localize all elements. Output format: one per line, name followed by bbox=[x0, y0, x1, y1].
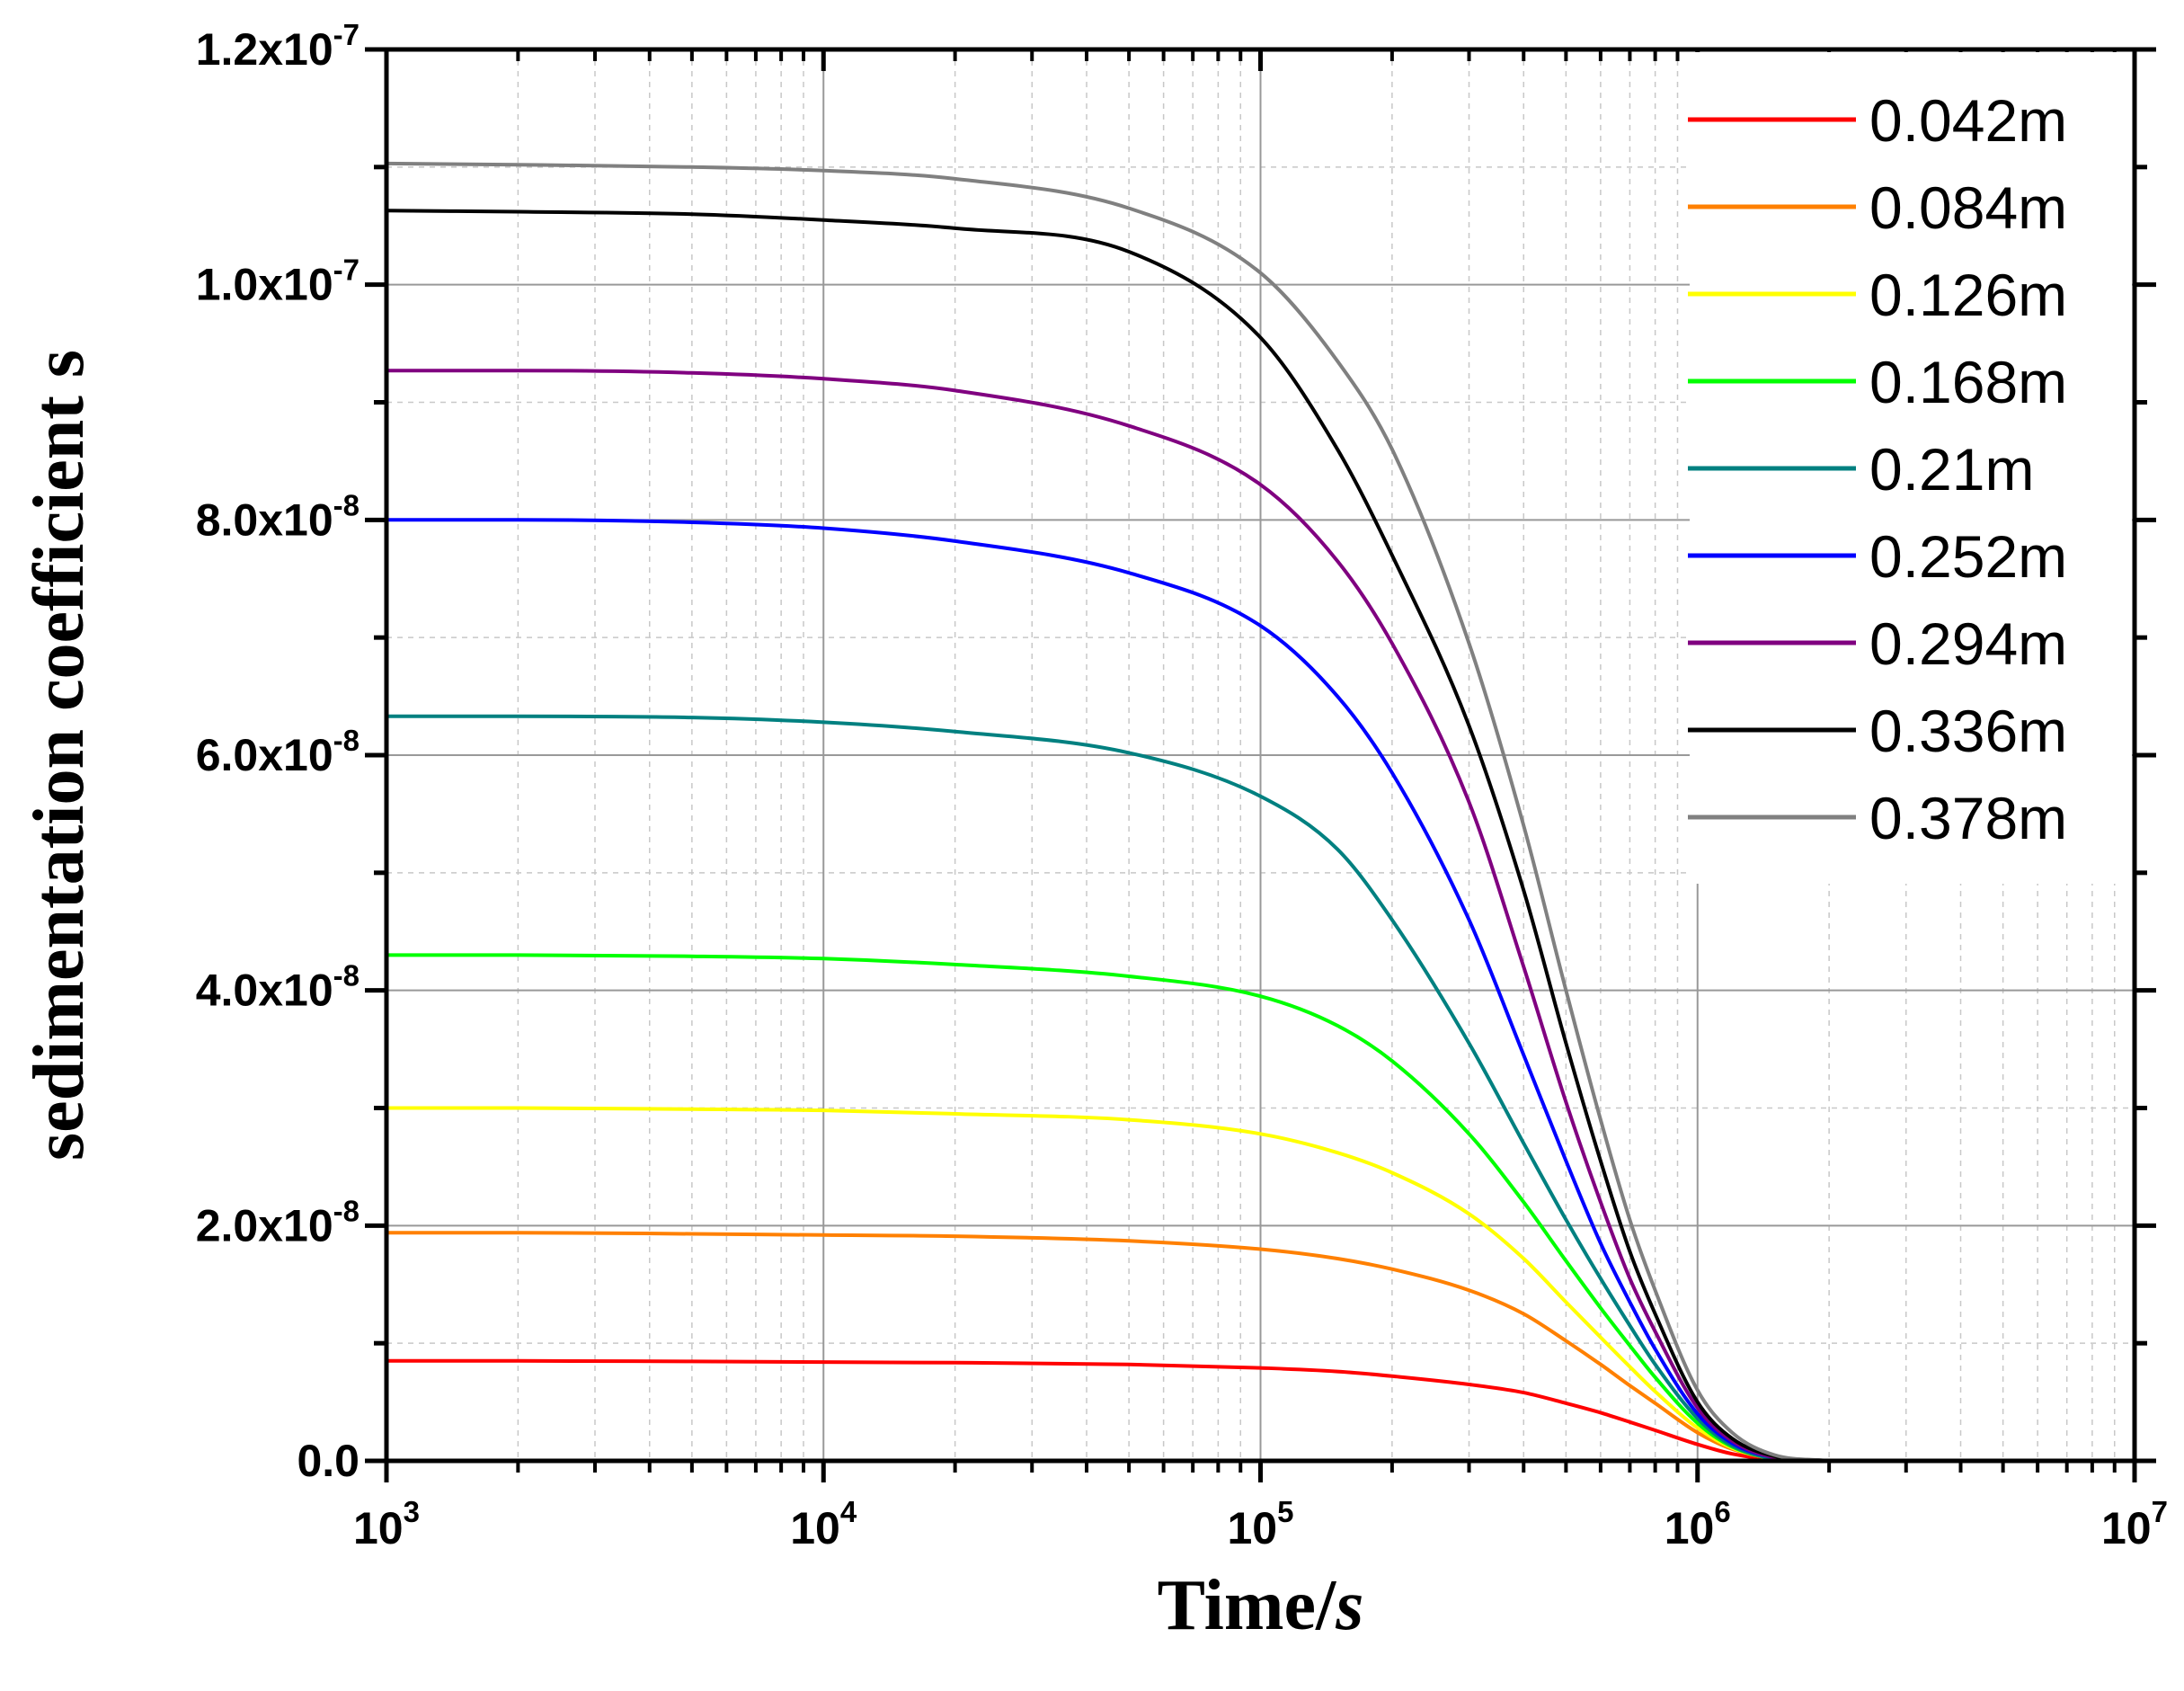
series-line-0.294m bbox=[386, 369, 1830, 1463]
y-tick-label: 0.0 bbox=[297, 1436, 360, 1486]
legend-label: 0.378m bbox=[1869, 785, 2067, 851]
legend-label: 0.126m bbox=[1869, 262, 2067, 328]
y-tick-label: 1.2x10-7 bbox=[196, 18, 360, 75]
series-line-0.042m bbox=[386, 1358, 1830, 1463]
x-tick-label: 105 bbox=[1228, 1495, 1294, 1553]
y-tick-label: 6.0x10-8 bbox=[196, 724, 360, 780]
x-tick-label: 107 bbox=[2101, 1495, 2168, 1553]
series-line-0.336m bbox=[386, 209, 1830, 1463]
y-axis-title: sedimentation coefficient s bbox=[20, 350, 99, 1161]
legend-label: 0.336m bbox=[1869, 698, 2067, 764]
x-tick-label: 103 bbox=[353, 1495, 420, 1553]
legend: 0.042m 0.084m 0.126m 0.168m 0.21m 0.252m 0.294… bbox=[1688, 52, 2132, 884]
y-tick-label: 2.0x10-8 bbox=[196, 1194, 360, 1250]
legend-label: 0.042m bbox=[1869, 87, 2067, 154]
y-tick-labels: 0.0 2.0x10-8 4.0x10-8 6.0x10-8 8.0x10-8 1.0x1… bbox=[196, 18, 360, 1486]
y-tick-label: 8.0x10-8 bbox=[196, 488, 360, 545]
legend-label: 0.084m bbox=[1869, 174, 2067, 241]
series-line-0.378m bbox=[386, 161, 1830, 1463]
legend-label: 0.294m bbox=[1869, 610, 2067, 677]
legend-label: 0.168m bbox=[1869, 349, 2067, 415]
legend-label: 0.252m bbox=[1869, 523, 2067, 590]
series-line-0.252m bbox=[386, 518, 1830, 1463]
y-tick-label: 4.0x10-8 bbox=[196, 959, 360, 1016]
series-line-0.126m bbox=[386, 1106, 1830, 1463]
x-tick-label: 104 bbox=[790, 1495, 857, 1553]
legend-label: 0.21m bbox=[1869, 436, 2034, 503]
x-tick-label: 106 bbox=[1665, 1495, 1731, 1553]
y-tick-label: 1.0x10-7 bbox=[196, 254, 360, 310]
x-tick-labels: 103 104 105 106 107 bbox=[353, 1495, 2168, 1553]
series-layer bbox=[386, 161, 1830, 1463]
x-axis-title: Time/s bbox=[1158, 1566, 1364, 1645]
series-line-0.168m bbox=[386, 953, 1830, 1463]
series-line-0.084m bbox=[386, 1231, 1830, 1463]
series-line-0.21m bbox=[386, 714, 1830, 1463]
